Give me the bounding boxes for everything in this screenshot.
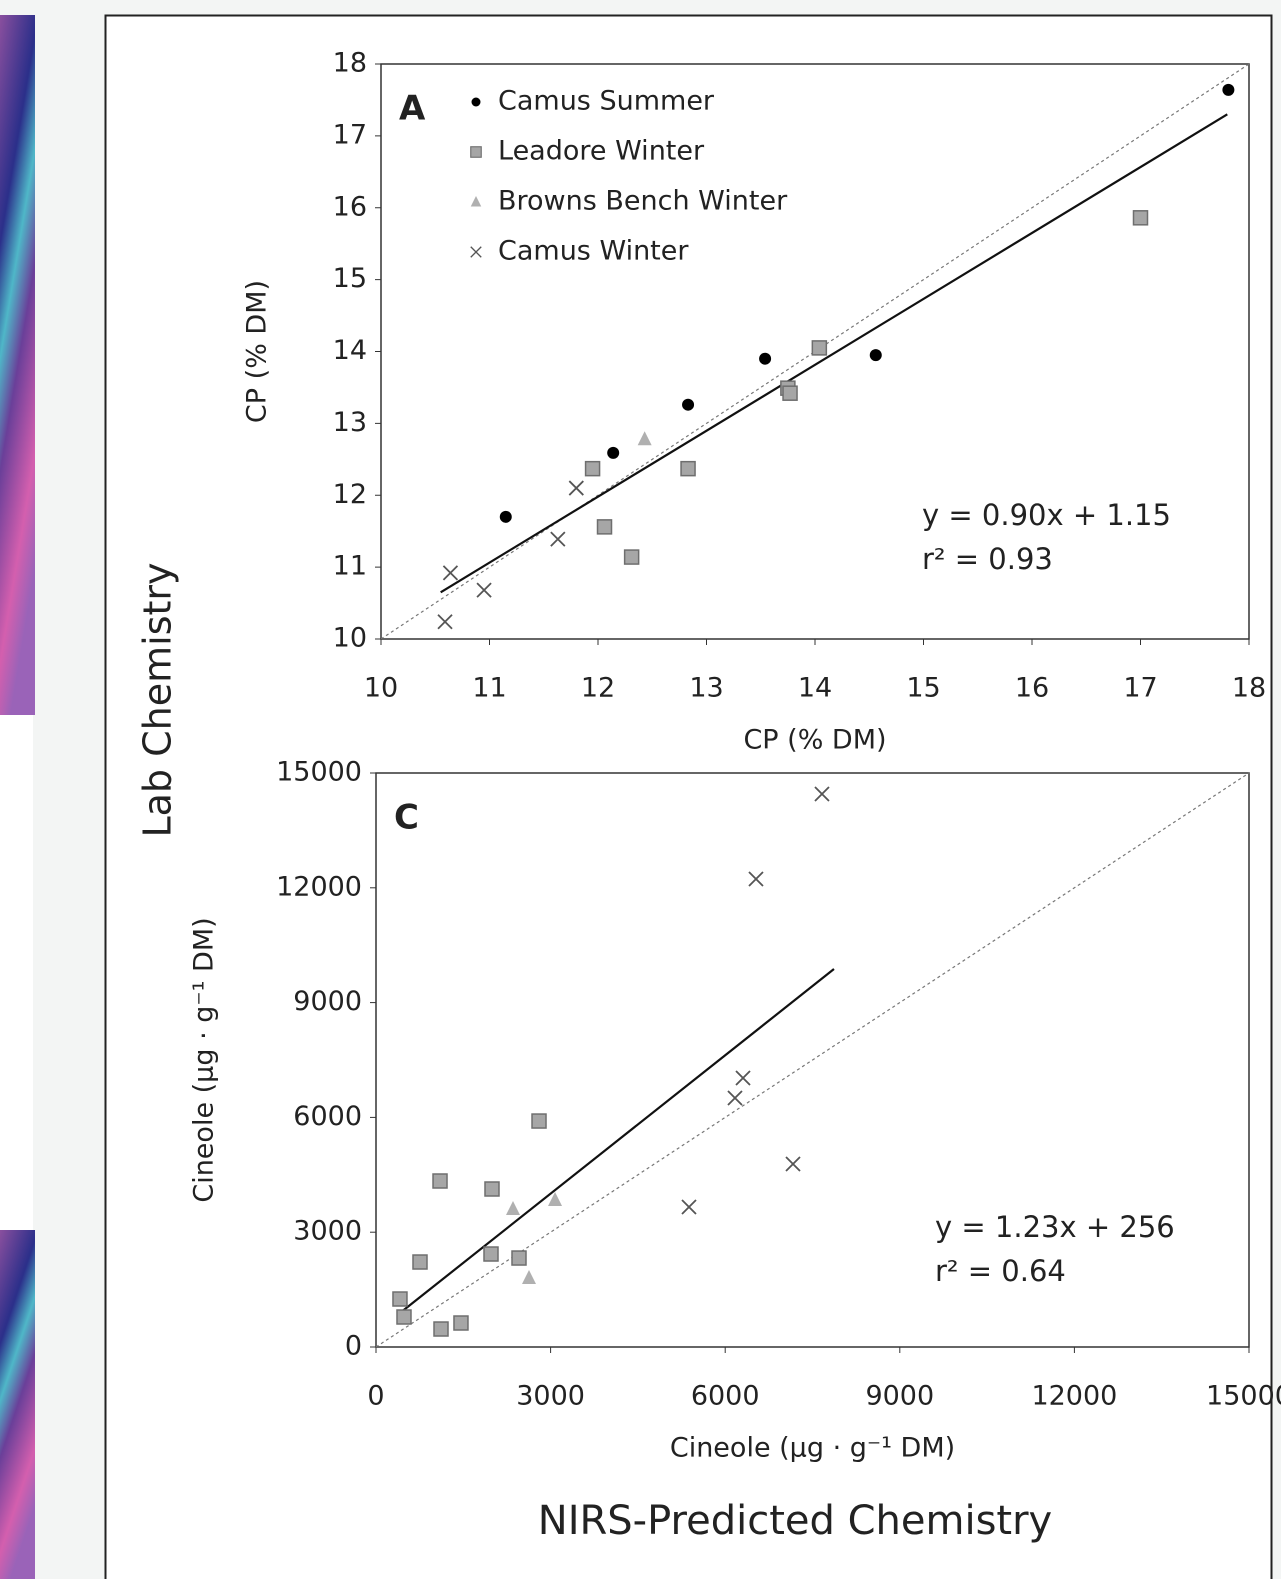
figure-panel	[104, 14, 1273, 1579]
shared-y-label: Lab Chemistry	[136, 562, 180, 837]
x-tick-label: 3000	[516, 1381, 585, 1412]
data-point	[568, 480, 584, 496]
annotation: y = 0.90x + 1.15	[922, 498, 1171, 532]
annotation: r² = 0.93	[922, 542, 1053, 576]
data-point	[1222, 83, 1235, 96]
data-point	[437, 614, 453, 630]
legend-marker	[470, 146, 482, 158]
annotation: y = 1.23x + 256	[935, 1210, 1175, 1244]
y-tick-label: 15000	[276, 757, 362, 788]
trendline	[440, 113, 1228, 594]
data-point	[637, 431, 652, 446]
data-point	[735, 1070, 751, 1086]
legend-marker	[470, 246, 482, 258]
legend-label: Camus Winter	[498, 236, 689, 267]
y-tick-label: 16	[333, 191, 367, 222]
y-tick-label: 12000	[276, 871, 362, 902]
data-point	[522, 1270, 537, 1285]
y-tick-label: 12	[333, 479, 367, 510]
y-tick-label: 10	[333, 623, 367, 654]
data-point	[484, 1181, 500, 1197]
data-point	[442, 565, 459, 581]
panel-label: A	[399, 89, 426, 129]
shared-x-label: NIRS-Predicted Chemistry	[538, 1498, 1052, 1544]
data-point	[499, 510, 512, 523]
legend-label: Camus Summer	[498, 86, 715, 117]
y-tick-label: 18	[333, 48, 367, 79]
x-tick-label: 15000	[1206, 1381, 1281, 1412]
x-axis-label: Cineole (μg · g⁻¹ DM)	[670, 1433, 955, 1464]
data-point	[392, 1291, 408, 1307]
x-tick-label: 16	[1015, 673, 1049, 704]
photo-strip	[0, 1230, 35, 1579]
data-point	[811, 340, 828, 356]
data-point	[607, 446, 620, 459]
data-point	[785, 1156, 801, 1172]
data-point	[412, 1254, 428, 1270]
y-tick-label: 3000	[293, 1216, 362, 1247]
y-tick-label: 9000	[293, 986, 362, 1017]
data-point	[748, 871, 764, 887]
data-point	[869, 349, 882, 362]
y-axis-label: CP (% DM)	[242, 280, 273, 423]
legend-label: Browns Bench Winter	[498, 186, 788, 217]
data-point	[476, 582, 492, 598]
x-tick-label: 13	[689, 673, 723, 704]
data-point	[506, 1201, 521, 1216]
y-tick-label: 11	[333, 551, 367, 582]
x-tick-label: 14	[798, 673, 832, 704]
data-point	[623, 549, 640, 565]
x-tick-label: 12000	[1031, 1381, 1117, 1412]
data-point	[453, 1315, 469, 1331]
data-point	[483, 1246, 499, 1262]
y-tick-label: 17	[333, 119, 367, 150]
data-point	[782, 385, 798, 401]
data-point	[433, 1321, 449, 1337]
data-point	[814, 786, 830, 802]
data-point	[680, 460, 696, 477]
y-axis-label: Cineole (μg · g⁻¹ DM)	[189, 917, 220, 1202]
x-tick-label: 10	[364, 673, 398, 704]
x-tick-label: 18	[1232, 673, 1266, 704]
data-point	[681, 1199, 697, 1215]
plot-frame	[375, 772, 1250, 1348]
panel-label: C	[394, 798, 419, 838]
legend-marker	[470, 196, 482, 207]
data-point	[432, 1173, 448, 1189]
x-tick-label: 17	[1123, 673, 1157, 704]
x-tick-label: 6000	[691, 1381, 760, 1412]
y-tick-label: 15	[333, 263, 367, 294]
x-tick-label: 9000	[865, 1381, 934, 1412]
data-point	[1132, 210, 1149, 226]
data-point	[531, 1113, 547, 1129]
x-tick-label: 0	[367, 1381, 384, 1412]
data-point	[548, 1192, 563, 1207]
data-point	[511, 1250, 527, 1266]
data-point	[396, 1309, 412, 1325]
y-tick-label: 14	[333, 335, 367, 366]
legend-label: Leadore Winter	[498, 136, 705, 167]
photo-strip	[0, 15, 35, 715]
photo-gap	[0, 715, 33, 1230]
data-point	[550, 531, 566, 547]
data-point	[596, 519, 613, 535]
legend-marker	[471, 97, 481, 107]
trendline	[399, 968, 835, 1314]
y-tick-label: 6000	[293, 1101, 362, 1132]
annotation: r² = 0.64	[935, 1254, 1066, 1288]
data-point	[759, 352, 772, 365]
x-tick-label: 15	[906, 673, 940, 704]
y-tick-label: 13	[333, 407, 367, 438]
data-point	[727, 1090, 743, 1106]
data-point	[682, 398, 695, 411]
x-tick-label: 12	[581, 673, 615, 704]
x-tick-label: 11	[472, 673, 506, 704]
y-tick-label: 0	[345, 1331, 362, 1362]
data-point	[584, 460, 601, 477]
x-axis-label: CP (% DM)	[743, 725, 886, 756]
